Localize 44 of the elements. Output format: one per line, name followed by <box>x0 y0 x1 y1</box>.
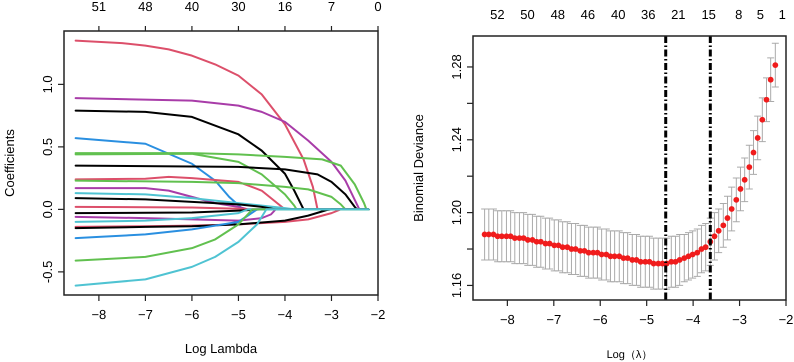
text: 48 <box>138 0 153 14</box>
text: 50 <box>520 7 535 22</box>
x-tick-label: −6 <box>592 312 608 327</box>
text: 40 <box>184 0 200 14</box>
x-tick-label: −3 <box>324 307 339 322</box>
x-tick-label: −6 <box>184 307 200 322</box>
text: 8 <box>735 7 742 22</box>
x-tick-label: −8 <box>500 312 515 327</box>
x-tick-label: −4 <box>686 312 701 327</box>
text: 15 <box>701 7 716 22</box>
text: 51 <box>92 0 106 14</box>
text: 5 <box>756 7 764 22</box>
x-tick-label: −4 <box>278 307 292 322</box>
text: 48 <box>550 7 566 22</box>
x-tick-label: −5 <box>639 312 654 327</box>
text: 52 <box>490 7 505 22</box>
text: 7 <box>328 0 336 14</box>
y-tick-label: 1.24 <box>449 127 464 152</box>
y-tick-label: 1.0 <box>40 75 55 94</box>
y-tick-label: 0.0 <box>40 200 55 218</box>
y-axis-title: Coefficients <box>2 128 17 197</box>
x-tick-label: −2 <box>370 307 386 322</box>
y-tick-label: 1.28 <box>449 54 464 80</box>
x-tick-label: −3 <box>732 312 747 327</box>
x-tick-label: −2 <box>778 312 794 327</box>
x-tick-label: −7 <box>546 312 562 327</box>
x-tick-label: −5 <box>231 307 246 322</box>
text: 16 <box>278 0 292 14</box>
x-tick-label: −8 <box>91 307 106 322</box>
text: 21 <box>671 7 686 22</box>
y-tick-label: 1.16 <box>449 272 464 298</box>
x-axis-title: Log Lambda <box>184 341 258 356</box>
y-axis-title: Binomial Deviance <box>411 114 426 222</box>
y-tick-label: 1.20 <box>449 200 464 226</box>
x-tick-label: −7 <box>138 307 153 322</box>
x-axis-title: Log（λ） <box>606 349 652 361</box>
text: 30 <box>231 0 246 14</box>
y-tick-label: -0.5 <box>40 260 55 284</box>
text: 40 <box>611 7 626 22</box>
text: 0 <box>374 0 382 14</box>
text: 46 <box>580 7 596 22</box>
text: 1 <box>778 7 786 22</box>
text: 36 <box>641 7 656 22</box>
y-tick-label: 0.5 <box>40 138 55 156</box>
